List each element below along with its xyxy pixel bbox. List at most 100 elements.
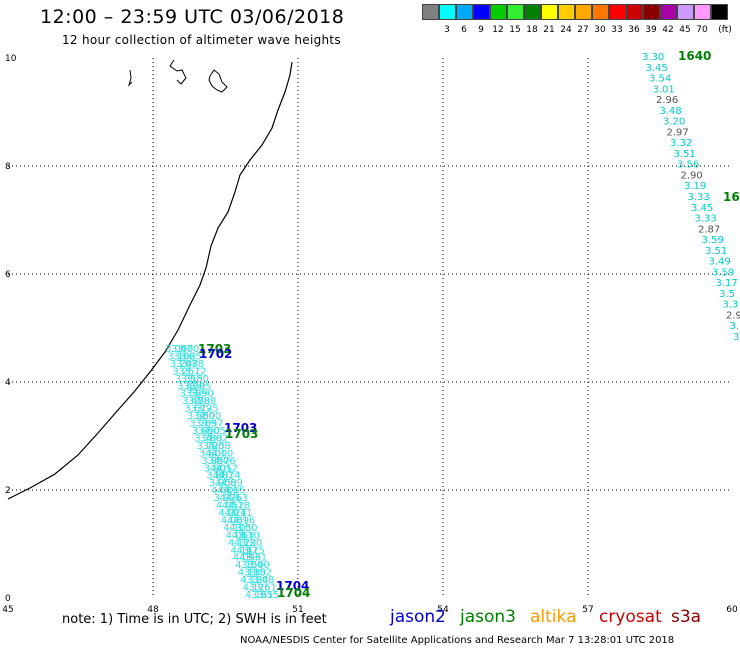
track-value: 3.65 [192,426,214,437]
track-value: 4.16 [239,553,261,564]
track-value: 4.12 [216,463,238,474]
track-value: 3.59 [712,267,734,278]
x-tick-label: 54 [437,605,449,615]
track-value: 3.61 [184,404,206,415]
track-value: 3.00 [235,523,257,534]
x-tick-label: 51 [292,605,303,615]
track-value: 3.20 [240,538,262,549]
track-value: 3.65 [186,389,208,400]
track-value: 4.13 [238,568,260,579]
track-value: 3.51 [674,149,696,160]
track-value: 3.40 [177,381,199,392]
legend-label: 15 [509,25,521,35]
track-value: 3.25 [172,366,194,377]
x-tick-label: 48 [147,605,159,615]
track-value: 3.80 [187,374,209,385]
track-value: 3.56 [677,160,699,171]
legend-swatch [524,4,541,20]
track-value: 3.00 [165,344,187,355]
track-value: 3.31 [245,553,267,564]
track-value: 3.70 [177,344,199,355]
y-tick-label: 6 [5,270,11,280]
track-value: 4.09 [227,515,249,526]
track-value: 4.18 [240,575,262,586]
legend-label: 6 [461,25,467,35]
map-title: 12:00 – 23:59 UTC 03/06/2018 [40,6,345,28]
track-value: 3.61 [255,583,277,594]
legend-swatch [473,4,490,20]
legend-swatch [558,4,575,20]
legend-label: 30 [594,25,606,35]
x-tick-label: 60 [726,605,738,615]
track-value: 4.09 [221,478,243,489]
track-value: 4.12 [222,501,244,512]
track-value: 3.78 [188,396,210,407]
track-value: 3.40 [247,560,269,571]
y-tick-label: 2 [5,486,11,496]
time-label: 1702 [199,347,232,361]
track-value: 3.48 [182,396,204,407]
credit-line: NOAA/NESDIS Center for Satellite Applica… [240,635,675,646]
track-value: 4.15 [235,560,257,571]
track-value: 4.05 [204,426,226,437]
track-value: 3.45 [691,203,713,214]
track-value: 3.65 [179,351,201,362]
islands [127,59,228,93]
track-value: 3.88 [200,433,222,444]
track-value: 3.72 [197,441,219,452]
time-label: 1703 [225,427,258,441]
track-value: 3.33 [688,192,710,203]
track-value: 2.97 [667,127,689,138]
track-value: 3.90 [198,426,220,437]
x-tick-label: 45 [2,605,13,615]
time-label: 1640 [678,49,711,63]
track-value: 3.17 [716,278,738,289]
track-value: 3.59 [702,235,724,246]
track-value: 4.02 [212,471,234,482]
legend-label: 12 [492,25,504,35]
track-value: 3.90 [192,389,214,400]
track-value: 3.97 [201,419,223,430]
track-value: 3.40 [171,344,193,355]
track-value: 2.90 [681,170,703,181]
satellite-jason3: jason3 [460,607,516,627]
track-value: 4.10 [223,523,245,534]
track-value: 3.54 [649,74,671,85]
legend-swatch [507,4,524,20]
track-value: 4.15 [229,523,251,534]
legend-label: 45 [679,25,691,35]
track-value: 2.87 [698,224,720,235]
grid-lines: 45 48 51 54 57 60 0 2 4 6 8 10 [2,54,738,615]
legend-label: 70 [696,25,708,35]
legend-swatch [541,4,558,20]
track-value: 3.55 [181,374,203,385]
track-value: 3.25 [242,545,264,556]
legend-swatch [609,4,626,20]
track-value: 3.90 [204,463,226,474]
legend-swatch [677,4,694,20]
track-value: 3.72 [184,366,206,377]
track-value: 3.70 [183,381,205,392]
legend-label: 36 [628,25,640,35]
legend-swatch [626,4,643,20]
track-value: 4.06 [213,456,235,467]
track-value: 3.95 [209,478,231,489]
track-value: 4.15 [223,486,245,497]
track-value: 4.02 [206,433,228,444]
track-value: 3.10 [167,351,189,362]
legend-swatch [694,4,711,20]
track-value: 4.10 [211,448,233,459]
satellite-cryosat: cryosat [599,607,662,627]
track-value: 4.18 [228,501,250,512]
track-value: 3.10 [238,530,260,541]
satellite-altika: altika [530,607,577,627]
footer-note: note: 1) Time is in UTC; 2) SWH is in fe… [62,612,327,627]
track-value: 4.18 [234,538,256,549]
track-value: 3.70 [189,419,211,430]
legend-label: 33 [611,25,623,35]
track-value: 2.96 [656,95,678,106]
legend-label: 39 [645,25,657,35]
legend-swatch [490,4,507,20]
track-value: 3. [730,321,740,332]
